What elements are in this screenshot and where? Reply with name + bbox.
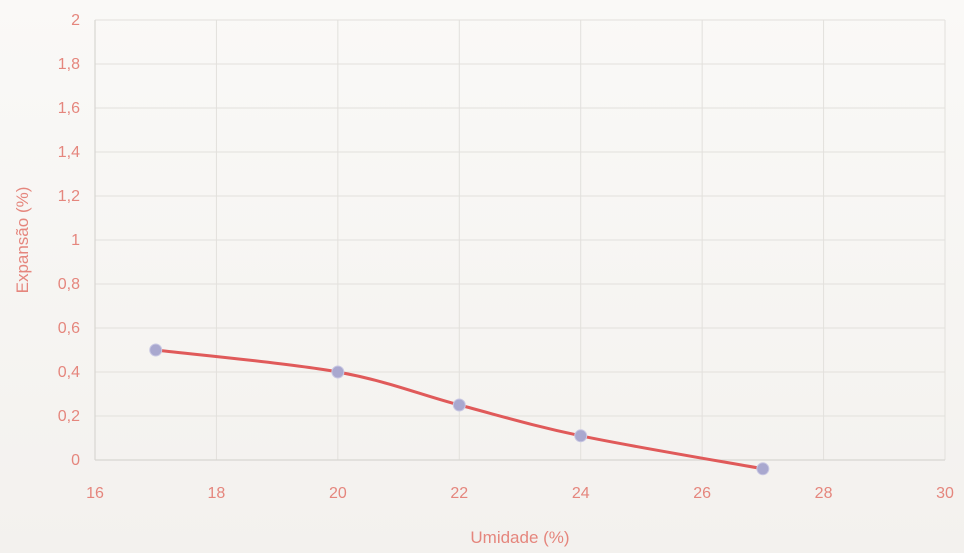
y-tick-label: 2: [71, 12, 80, 29]
y-tick-label: 1: [71, 232, 80, 249]
data-point: [331, 365, 345, 379]
y-tick-label: 1,4: [58, 144, 80, 161]
y-tick-label: 1,8: [58, 56, 80, 73]
x-tick-labels: 16 18 20 22 24 26 28 30: [86, 485, 954, 502]
x-tick-label: 18: [208, 485, 226, 502]
x-tick-label: 24: [572, 485, 590, 502]
data-point: [574, 429, 588, 443]
data-points: [149, 343, 770, 476]
data-point: [756, 462, 770, 476]
data-point: [149, 343, 163, 357]
data-point: [452, 398, 466, 412]
y-tick-label: 0,6: [58, 320, 80, 337]
y-tick-label: 0,2: [58, 408, 80, 425]
x-tick-label: 20: [329, 485, 347, 502]
x-tick-label: 16: [86, 485, 104, 502]
grid-lines: [94, 19, 946, 461]
y-tick-labels: 0 0,2 0,4 0,6 0,8 1 1,2 1,4 1,6 1,8 2: [58, 12, 80, 469]
x-tick-label: 26: [693, 485, 711, 502]
x-tick-label: 22: [450, 485, 468, 502]
x-tick-label: 30: [936, 485, 954, 502]
y-tick-label: 1,6: [58, 100, 80, 117]
y-tick-label: 0,8: [58, 276, 80, 293]
y-tick-label: 0,4: [58, 364, 80, 381]
x-tick-label: 28: [815, 485, 833, 502]
y-tick-label: 1,2: [58, 188, 80, 205]
y-tick-label: 0: [71, 452, 80, 469]
y-axis-title: Expansão (%): [13, 187, 32, 294]
axes: [94, 20, 945, 461]
x-axis-title: Umidade (%): [470, 528, 569, 547]
